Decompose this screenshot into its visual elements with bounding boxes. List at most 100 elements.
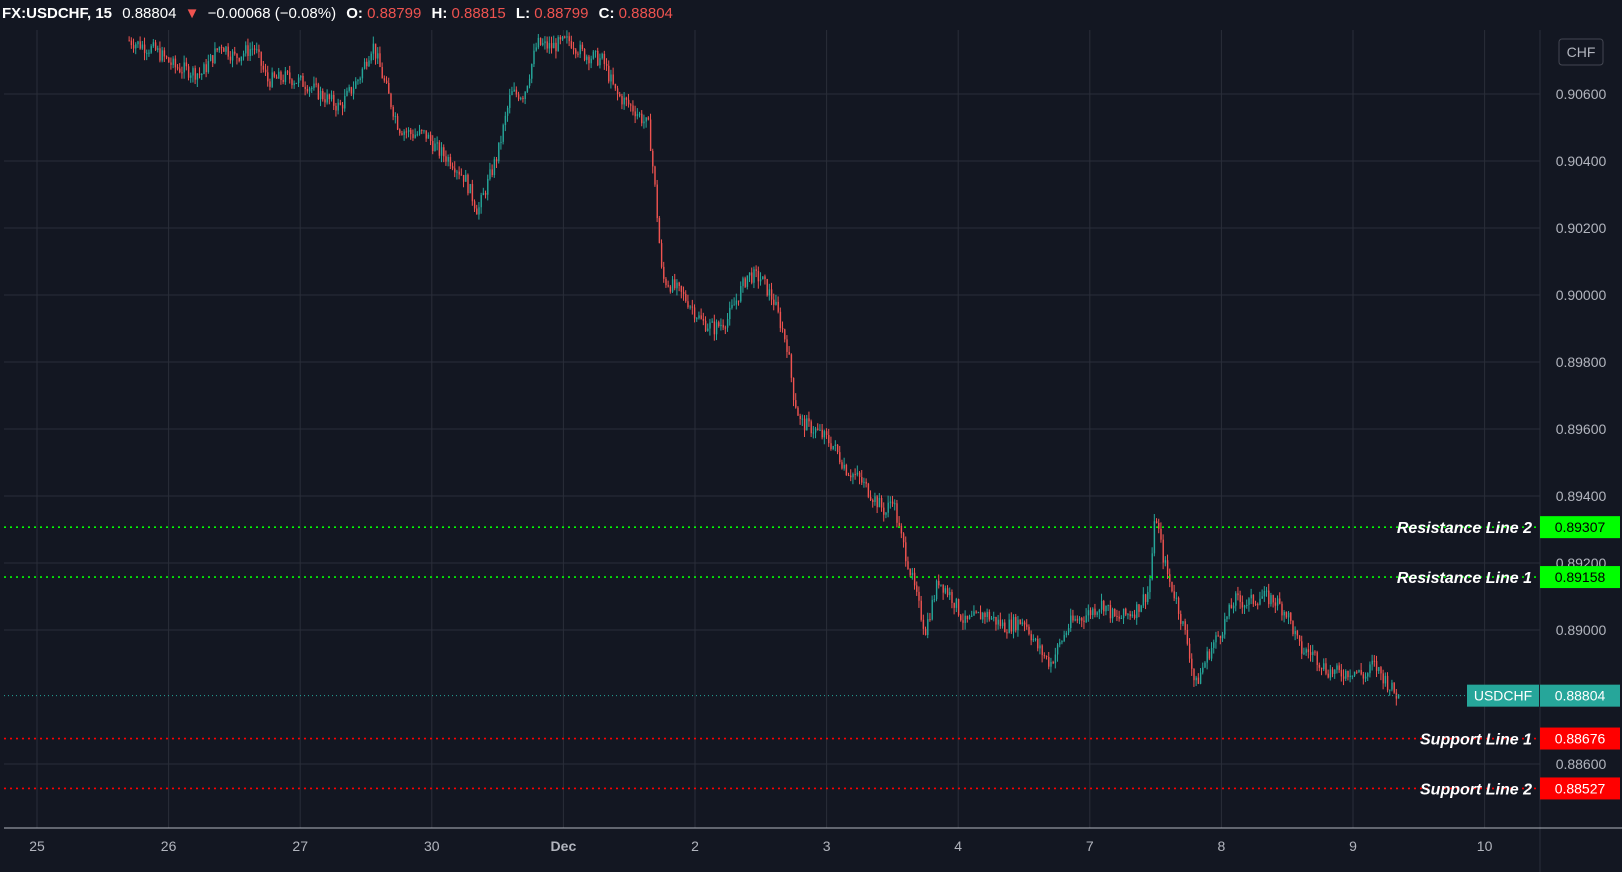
candle-body-up: [346, 90, 348, 96]
candle-body-up: [1349, 675, 1351, 678]
candle-body-down: [247, 45, 249, 56]
candle-body-down: [1257, 604, 1259, 606]
candle-body-up: [480, 195, 482, 208]
x-tick-label: 30: [424, 838, 440, 854]
candle-body-down: [495, 159, 498, 162]
candle-body-down: [1382, 673, 1384, 684]
candle-body-up: [586, 56, 588, 60]
candle-body-up: [878, 497, 881, 508]
candle-body-down: [960, 615, 962, 621]
candle-body-down: [682, 291, 685, 295]
candle-body-up: [566, 36, 568, 38]
candle-body-up: [361, 68, 364, 79]
candle-body-down: [605, 64, 608, 66]
candle-body-up: [775, 301, 777, 305]
candle-body-up: [1195, 677, 1197, 681]
candle-body-down: [1301, 641, 1303, 654]
candle-body-up: [1270, 595, 1272, 605]
candle-body-up: [643, 121, 645, 124]
candle-body-down: [577, 53, 579, 55]
candle-body-down: [1331, 669, 1334, 674]
x-tick-label: 27: [292, 838, 308, 854]
candle-body-down: [810, 421, 812, 434]
candle-body-up: [403, 131, 405, 135]
candle-body-down: [1285, 612, 1288, 618]
candle-body-up: [528, 78, 531, 86]
candle-body-up: [482, 192, 485, 196]
candle-body-down: [176, 67, 179, 69]
low-label: L:: [516, 5, 530, 22]
candle-body-down: [253, 48, 256, 50]
candle-body-up: [1353, 671, 1356, 676]
candle-body-down: [1083, 620, 1085, 622]
candle-body-down: [379, 53, 381, 67]
candle-body-down: [1290, 612, 1292, 621]
candle-body-down: [770, 289, 773, 300]
candle-body-down: [238, 57, 240, 62]
level-value-label: 0.88676: [1555, 731, 1606, 747]
candle-body-down: [779, 311, 782, 329]
candle-body-down: [1114, 608, 1116, 617]
candle-body-down: [777, 301, 779, 312]
candle-body-up: [359, 78, 361, 81]
candle-body-up: [330, 94, 333, 100]
candle-body-up: [240, 56, 243, 62]
candle-body-up: [1367, 673, 1369, 677]
candle-body-down: [685, 294, 687, 302]
candle-body-up: [377, 53, 379, 59]
candle-body-up: [1001, 622, 1004, 627]
candle-body-down: [449, 157, 452, 167]
time-axis[interactable]: 25 26 27 30 Dec 2 3 4 7 8 9 10: [29, 838, 1492, 854]
candle-body-down: [625, 97, 628, 100]
candle-body-up: [308, 88, 311, 92]
candle-body-down: [713, 321, 716, 335]
candle-body-up: [1078, 618, 1081, 621]
candle-body-up: [297, 77, 300, 83]
candle-body-up: [440, 147, 443, 156]
candle-body-up: [1213, 642, 1215, 648]
level-value-label: 0.89158: [1555, 569, 1606, 585]
candle-body-down: [1037, 638, 1039, 649]
candle-body-down: [473, 201, 476, 209]
candle-body-down: [691, 306, 694, 308]
candle-body-up: [535, 47, 537, 51]
candle-body-down: [900, 525, 903, 534]
x-tick-label: 26: [161, 838, 177, 854]
candle-body-down: [198, 73, 201, 75]
candle-body-up: [544, 41, 546, 44]
candle-body-up: [852, 474, 854, 478]
candle-body-down: [1316, 652, 1318, 665]
candle-body-up: [337, 102, 339, 111]
candle-body-down: [324, 99, 326, 103]
horizontal-levels[interactable]: Resistance Line 2 Resistance Line 1 Suppor…: [4, 520, 1540, 798]
candle-body-down: [170, 62, 172, 65]
candle-body-down: [401, 133, 403, 135]
candle-body-down: [1375, 661, 1378, 671]
candle-body-up: [352, 88, 355, 94]
candle-body-down: [1327, 673, 1329, 678]
candle-body-up: [731, 304, 733, 308]
candle-body-down: [570, 41, 573, 48]
candle-body-down: [744, 278, 746, 287]
y-tick-label: 0.89000: [1556, 622, 1607, 638]
candle-body-down: [315, 83, 317, 85]
candle-body-up: [372, 43, 375, 54]
candle-body-down: [1177, 597, 1180, 614]
candle-body-down: [634, 111, 636, 117]
candle-body-down: [1026, 624, 1028, 627]
candle-body-up: [590, 58, 592, 64]
candle-body-down: [1129, 614, 1131, 617]
candle-body-down: [1252, 594, 1255, 604]
candle-body-down: [656, 184, 658, 219]
candle-body-up: [1096, 612, 1098, 615]
currency-badge[interactable]: CHF: [1558, 38, 1604, 66]
price-tags: USDCHF 0.88804 0.89307 0.89158 0.88676 0.8852…: [1467, 516, 1620, 800]
candle-body-down: [269, 81, 271, 87]
candle-body-down: [632, 105, 634, 112]
candle-body-up: [1061, 641, 1063, 643]
candle-body-down: [1094, 608, 1096, 615]
candle-body-up: [982, 612, 984, 620]
candle-body-down: [223, 48, 225, 52]
level-value-label: 0.88527: [1555, 780, 1606, 796]
